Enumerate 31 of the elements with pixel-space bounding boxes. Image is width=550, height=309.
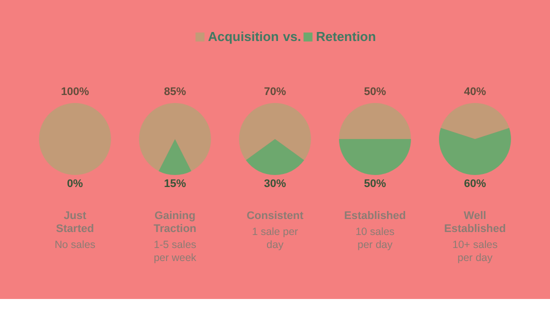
data-label: 50% bbox=[364, 178, 386, 190]
data-label: 40% bbox=[464, 86, 486, 98]
text: 1 sale per day bbox=[252, 226, 299, 251]
data-label: 70% bbox=[264, 86, 286, 98]
pie-slice bbox=[239, 103, 311, 160]
pie-slice bbox=[139, 103, 211, 172]
text: 0% bbox=[67, 178, 83, 190]
data-label: 15% bbox=[164, 178, 186, 190]
pie-slice bbox=[440, 103, 510, 139]
text: No sales bbox=[54, 239, 96, 251]
data-label: 100% bbox=[60, 86, 90, 98]
text: Consistent bbox=[246, 210, 304, 222]
data-label: 60% bbox=[464, 178, 486, 190]
legend-label: Acquisition bbox=[208, 29, 279, 44]
pie-slice bbox=[339, 103, 411, 139]
text: 10+ sales per day bbox=[452, 239, 498, 264]
text: Well Established bbox=[444, 210, 506, 235]
data-label: 85% bbox=[164, 86, 186, 98]
pie-slice bbox=[439, 128, 511, 175]
text: 1-5 sales per week bbox=[154, 239, 198, 264]
legend-label: Retention bbox=[316, 29, 376, 44]
pie-slice bbox=[246, 139, 304, 175]
text: Established bbox=[344, 210, 406, 222]
pie-slice bbox=[158, 139, 192, 175]
text: vs. bbox=[283, 29, 302, 44]
text: 10 sales per day bbox=[355, 226, 395, 251]
text: Gaining Traction bbox=[154, 210, 197, 235]
pie-slice bbox=[339, 139, 411, 175]
text: Just Started bbox=[56, 210, 94, 235]
data-label: 50% bbox=[364, 86, 386, 98]
data-label: 30% bbox=[264, 178, 286, 190]
